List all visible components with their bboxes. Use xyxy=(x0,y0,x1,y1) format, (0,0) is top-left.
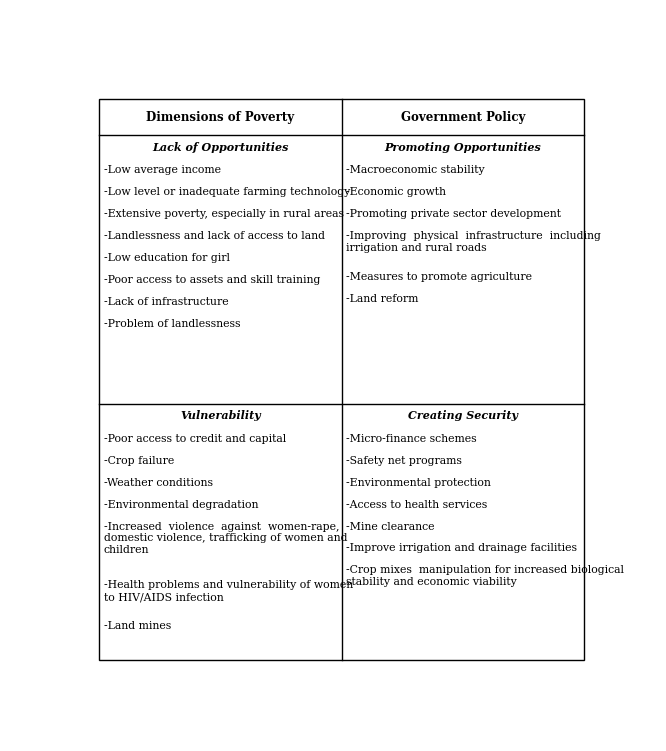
Text: -Increased  violence  against  women-rape,
domestic violence, trafficking of wom: -Increased violence against women-rape, … xyxy=(104,521,348,555)
Text: -Access to health services: -Access to health services xyxy=(346,499,488,509)
Text: Creating Security: Creating Security xyxy=(408,411,518,421)
Text: -Environmental degradation: -Environmental degradation xyxy=(104,499,258,509)
Text: -Problem of landlessness: -Problem of landlessness xyxy=(104,319,240,329)
Text: -Economic growth: -Economic growth xyxy=(346,187,446,198)
Text: -Low level or inadequate farming technology: -Low level or inadequate farming technol… xyxy=(104,187,350,198)
Text: Government Policy: Government Policy xyxy=(401,110,525,123)
Text: -Macroeconomic stability: -Macroeconomic stability xyxy=(346,165,485,175)
Text: -Mine clearance: -Mine clearance xyxy=(346,521,435,532)
Text: -Improving  physical  infrastructure  including
irrigation and rural roads: -Improving physical infrastructure inclu… xyxy=(346,231,601,253)
Text: -Environmental protection: -Environmental protection xyxy=(346,478,492,487)
Text: -Crop failure: -Crop failure xyxy=(104,456,174,466)
Text: -Poor access to assets and skill training: -Poor access to assets and skill trainin… xyxy=(104,275,320,285)
Text: Promoting Opportunities: Promoting Opportunities xyxy=(385,142,541,153)
Text: -Low average income: -Low average income xyxy=(104,165,221,175)
Text: -Poor access to credit and capital: -Poor access to credit and capital xyxy=(104,433,286,444)
Text: -Promoting private sector development: -Promoting private sector development xyxy=(346,210,561,219)
Text: -Health problems and vulnerability of women
to HIV/AIDS infection: -Health problems and vulnerability of wo… xyxy=(104,581,353,602)
Text: -Lack of infrastructure: -Lack of infrastructure xyxy=(104,297,228,307)
Text: -Low education for girl: -Low education for girl xyxy=(104,253,230,263)
Text: -Land mines: -Land mines xyxy=(104,621,171,631)
Text: -Measures to promote agriculture: -Measures to promote agriculture xyxy=(346,272,533,282)
Text: -Crop mixes  manipulation for increased biological
stability and economic viabil: -Crop mixes manipulation for increased b… xyxy=(346,566,625,587)
Text: Vulnerability: Vulnerability xyxy=(180,411,261,421)
Text: -Safety net programs: -Safety net programs xyxy=(346,456,462,466)
Text: -Weather conditions: -Weather conditions xyxy=(104,478,213,487)
Text: -Extensive poverty, especially in rural areas: -Extensive poverty, especially in rural … xyxy=(104,210,344,219)
Text: -Land reform: -Land reform xyxy=(346,294,419,303)
Text: Dimensions of Poverty: Dimensions of Poverty xyxy=(147,110,294,123)
Text: -Landlessness and lack of access to land: -Landlessness and lack of access to land xyxy=(104,231,325,241)
Text: -Improve irrigation and drainage facilities: -Improve irrigation and drainage facilit… xyxy=(346,544,577,553)
Text: Lack of Opportunities: Lack of Opportunities xyxy=(153,142,289,153)
Text: -Micro-finance schemes: -Micro-finance schemes xyxy=(346,433,477,444)
